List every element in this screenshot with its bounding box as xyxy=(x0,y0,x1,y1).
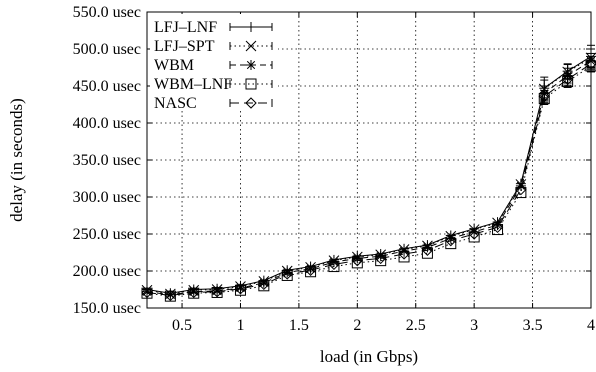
legend-marker xyxy=(246,22,256,32)
y-tick-label: 150.0 usec xyxy=(73,300,141,317)
legend-marker xyxy=(245,78,257,90)
data-point xyxy=(515,180,526,191)
data-point xyxy=(304,264,317,276)
legend: LFJ–LNF LFJ–SPT WBM WBM–LNF NASC xyxy=(150,14,278,112)
data-point xyxy=(375,255,387,267)
data-point xyxy=(468,228,480,240)
data-point xyxy=(398,251,410,263)
legend-entry-wbm-lnf: WBM–LNF xyxy=(154,76,273,93)
data-point xyxy=(421,247,433,259)
data-point xyxy=(445,238,457,250)
data-point xyxy=(164,289,177,302)
data-point xyxy=(188,286,200,299)
x-tick-label: 1.5 xyxy=(289,317,309,334)
legend-entry-wbm: WBM xyxy=(154,57,273,74)
data-point xyxy=(328,258,340,271)
series-nasc xyxy=(141,57,596,302)
data-point xyxy=(234,283,247,295)
error-bar xyxy=(563,72,572,86)
y-tick-label: 350.0 usec xyxy=(73,152,141,169)
x-tick-label: 2.5 xyxy=(406,317,426,334)
data-point xyxy=(211,286,223,298)
data-point xyxy=(258,280,270,292)
legend-label: LFJ–SPT xyxy=(154,38,215,55)
legend-marker xyxy=(245,97,257,109)
data-point xyxy=(561,73,574,86)
x-tick-label: 3 xyxy=(470,317,478,334)
data-point xyxy=(538,90,550,103)
legend-entry-lfj-lnf: LFJ–LNF xyxy=(154,19,273,36)
data-point xyxy=(328,261,340,273)
data-point xyxy=(351,257,363,269)
legend-label: WBM xyxy=(154,57,194,74)
x-tick-label: 1 xyxy=(236,317,244,334)
legend-marker xyxy=(245,40,257,52)
data-point xyxy=(515,187,527,199)
data-point xyxy=(351,254,364,267)
data-point xyxy=(492,224,504,236)
data-point xyxy=(281,268,293,280)
data-point xyxy=(515,183,527,196)
data-point xyxy=(164,290,176,302)
error-bar xyxy=(540,89,549,103)
y-axis-title: delay (in seconds) xyxy=(7,98,26,222)
data-point xyxy=(445,234,457,247)
x-tick-label: 0.5 xyxy=(172,317,192,334)
legend-label: NASC xyxy=(154,95,197,112)
data-point xyxy=(211,286,223,298)
legend-box xyxy=(150,14,278,110)
x-tick-label: 4 xyxy=(587,317,595,334)
data-point xyxy=(258,278,270,291)
data-point xyxy=(305,266,317,278)
series-line-wbm-lnf xyxy=(146,65,592,297)
data-point xyxy=(468,231,480,243)
data-point xyxy=(281,269,293,281)
legend-label: LFJ–LNF xyxy=(154,19,217,36)
y-tick-label: 500.0 usec xyxy=(73,41,141,58)
legend-entry-nasc: NASC xyxy=(154,95,273,112)
data-point xyxy=(399,246,410,257)
y-tick-label: 250.0 usec xyxy=(73,226,141,243)
y-tick-label: 400.0 usec xyxy=(73,115,141,132)
data-point xyxy=(234,284,246,296)
data-point xyxy=(421,244,434,256)
x-tick-label: 2 xyxy=(353,317,361,334)
y-tick-label: 550.0 usec xyxy=(73,4,141,21)
x-tick-label: 3.5 xyxy=(523,317,543,334)
axis-ticks: 0.5 1 1.5 2 2.5 3 3.5 4 150.0 usec 200.0 usec 250.… xyxy=(73,4,595,334)
legend-label: WBM–LNF xyxy=(154,76,232,93)
legend-entry-lfj-spt: LFJ–SPT xyxy=(154,38,273,55)
y-tick-label: 200.0 usec xyxy=(73,263,141,280)
grid-lines xyxy=(147,12,592,308)
data-point xyxy=(398,248,410,260)
y-tick-label: 450.0 usec xyxy=(73,78,141,95)
data-point xyxy=(491,221,504,234)
data-point xyxy=(374,252,387,265)
y-tick-label: 300.0 usec xyxy=(73,189,141,206)
x-axis-title: load (in Gbps) xyxy=(320,347,418,366)
series-layer xyxy=(141,44,596,302)
data-point xyxy=(235,283,246,294)
legend-marker xyxy=(246,60,256,70)
